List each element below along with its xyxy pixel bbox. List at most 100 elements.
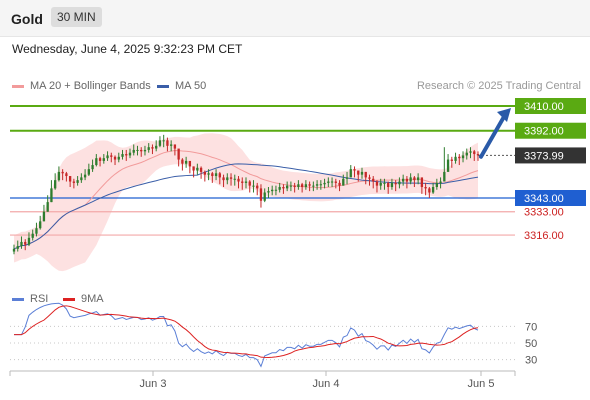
- candle-body-87: [338, 182, 341, 186]
- candle-body-22: [95, 158, 98, 166]
- rsi-label: RSI: [30, 293, 49, 305]
- candle-body-81: [315, 184, 319, 186]
- rsi-panel: 70 50 30: [10, 302, 537, 368]
- bollinger-band-area: [14, 133, 478, 272]
- candle-body-105: [405, 178, 409, 182]
- candle-body-92: [357, 170, 360, 175]
- candle-body-48: [192, 166, 195, 171]
- candle-body-96: [372, 178, 375, 182]
- candle-body-16: [72, 181, 76, 183]
- candle-body-45: [181, 159, 184, 164]
- ma50-swatch: [157, 84, 169, 88]
- candle-body-113: [435, 182, 438, 188]
- candle-body-121: [465, 152, 468, 156]
- candle-body-53: [211, 173, 214, 177]
- candle-body-12: [57, 171, 61, 181]
- candle-body-123: [473, 151, 476, 155]
- candle-body-88: [342, 178, 345, 186]
- candle-body-30: [125, 154, 128, 156]
- ma50-label: MA 50: [175, 80, 207, 92]
- x-tick-label-1: Jun 4: [313, 378, 340, 390]
- candle-body-116: [446, 159, 450, 172]
- candle-body-47: [188, 160, 192, 167]
- candle-body-3: [24, 241, 27, 245]
- current-price-label: 3373.99: [524, 150, 564, 162]
- candle-body-13: [61, 171, 64, 174]
- candle-body-78: [304, 184, 308, 188]
- candle-body-57: [226, 177, 229, 181]
- candle-body-67: [263, 192, 266, 201]
- candle-body-107: [413, 177, 416, 181]
- support-label-4: 3316.00: [524, 230, 564, 242]
- candle-body-106: [409, 177, 412, 182]
- candle-body-32: [132, 149, 135, 153]
- candle-body-76: [297, 184, 300, 188]
- candle-body-91: [353, 169, 356, 171]
- support-label-3: 3333.00: [524, 207, 564, 219]
- candle-body-117: [450, 159, 453, 161]
- candle-body-31: [128, 152, 132, 156]
- x-tick-label-0: Jun 3: [140, 378, 167, 390]
- candle-body-102: [394, 182, 397, 185]
- candle-body-36: [147, 147, 150, 150]
- candle-body-1: [16, 246, 19, 249]
- candle-body-93: [360, 171, 364, 175]
- candle-body-95: [368, 177, 371, 179]
- candle-body-90: [349, 169, 352, 178]
- candle-body-59: [233, 178, 236, 180]
- candle-body-85: [330, 181, 334, 183]
- candle-body-10: [50, 188, 53, 203]
- candle-body-101: [390, 182, 394, 188]
- candle-body-118: [454, 156, 457, 161]
- ma20-label: MA 20 + Bollinger Bands: [30, 80, 151, 92]
- candle-body-99: [383, 182, 386, 184]
- candle-body-52: [207, 173, 210, 175]
- candle-body-68: [267, 191, 270, 193]
- candle-body-82: [319, 184, 322, 186]
- candle-body-77: [300, 184, 304, 188]
- candle-body-56: [222, 177, 225, 181]
- candle-body-108: [416, 177, 420, 181]
- candle-body-71: [278, 187, 281, 190]
- candle-body-17: [76, 180, 79, 183]
- candle-body-29: [121, 154, 124, 157]
- rsi-line: [14, 302, 479, 368]
- candles: [12, 134, 480, 255]
- price-levels: 3410.00 3392.00 3343.00 3333.00 3316.00: [10, 98, 586, 242]
- candle-body-70: [274, 189, 278, 191]
- candle-body-124: [476, 154, 480, 156]
- candle-body-98: [379, 182, 382, 186]
- candle-body-89: [345, 177, 349, 179]
- candle-body-44: [177, 148, 180, 160]
- candle-body-21: [91, 165, 94, 170]
- x-axis: Jun 3 Jun 4 Jun 5: [9, 370, 516, 390]
- candle-body-7: [39, 221, 42, 229]
- candle-body-35: [143, 149, 147, 152]
- candle-body-122: [469, 151, 472, 153]
- candle-body-18: [80, 177, 83, 181]
- candle-body-97: [375, 181, 379, 186]
- candle-body-62: [244, 181, 248, 183]
- candle-body-119: [458, 156, 461, 159]
- candle-body-61: [241, 181, 244, 183]
- datetime-label: Wednesday, June 4, 2025 9:32:23 PM CET: [12, 42, 243, 56]
- resistance-label-1: 3392.00: [524, 126, 564, 138]
- x-tick-label-2: Jun 5: [468, 378, 495, 390]
- candle-body-46: [184, 160, 188, 164]
- candle-body-66: [259, 188, 263, 201]
- candle-body-9: [46, 202, 49, 212]
- candle-body-112: [431, 187, 435, 193]
- candle-body-33: [136, 149, 139, 151]
- legend-9ma: 9MA: [63, 293, 104, 305]
- candle-body-65: [256, 185, 259, 189]
- moving-averages: [13, 150, 479, 250]
- forecast-arrow-head: [497, 108, 511, 122]
- rsi-tick-2: 30: [525, 355, 537, 367]
- candle-body-103: [398, 181, 401, 185]
- ma9-swatch: [63, 297, 75, 301]
- candle-body-54: [214, 173, 218, 177]
- candle-body-64: [252, 185, 255, 187]
- timeframe-button[interactable]: 30 MIN: [51, 7, 102, 27]
- candle-body-41: [166, 140, 169, 146]
